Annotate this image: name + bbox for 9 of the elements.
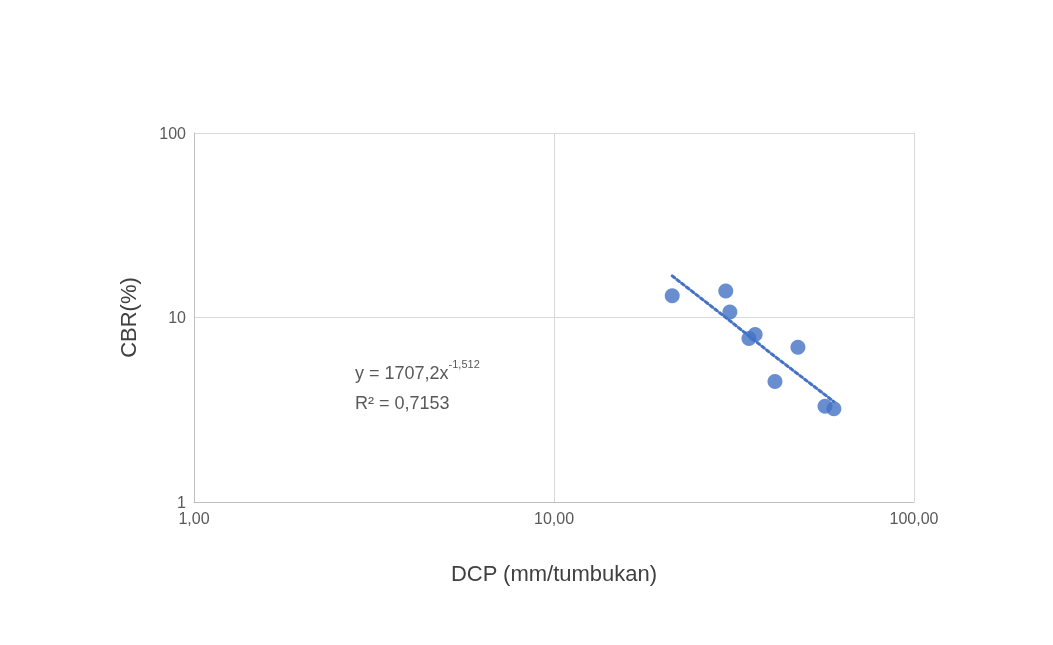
annotation: R² = 0,7153 bbox=[355, 393, 450, 413]
y-tick-label: 1 bbox=[177, 493, 187, 511]
y-axis-title: CBR(%) bbox=[115, 277, 141, 358]
x-tick-label: 100,00 bbox=[889, 509, 939, 527]
x-tick-label: 10,00 bbox=[533, 509, 575, 527]
x-axis-title: DCP (mm/tumbukan) bbox=[450, 560, 658, 586]
y-tick-label: 10 bbox=[168, 309, 187, 326]
y-tick-label: 100 bbox=[159, 124, 187, 142]
x-tick-label: 1,00 bbox=[178, 509, 210, 527]
